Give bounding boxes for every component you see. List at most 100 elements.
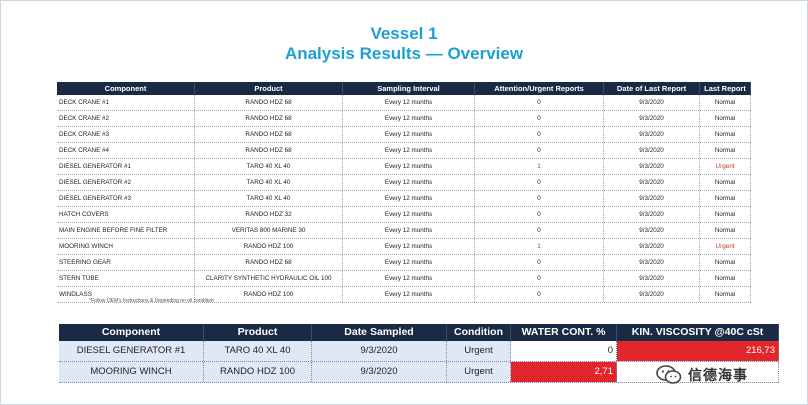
row-cell-component: DIESEL GENERATOR #2 (57, 175, 195, 190)
row-cell-component: MAIN ENGINE BEFORE FINE FILTER (57, 223, 195, 238)
analysis-table-header: Component Product Sampling Interval Atte… (57, 82, 751, 95)
row-cell-product: RANDO HDZ 68 (195, 255, 343, 270)
summary-cell-condition: Urgent (447, 362, 511, 382)
column-header-sampling-interval: Sampling Interval (343, 82, 475, 95)
summary-cell-component: MOORING WINCH (59, 362, 204, 382)
summary-cell-condition: Urgent (447, 341, 511, 361)
column-header-product: Product (195, 82, 343, 95)
summary-header-product: Product (204, 324, 312, 341)
row-cell-product: RANDO HDZ 68 (195, 111, 343, 126)
row-cell-reports: 0 (475, 271, 604, 286)
row-cell-reports: 0 (475, 95, 604, 110)
row-cell-component: STEERING GEAR (57, 255, 195, 270)
row-cell-last-report: Normal (700, 255, 751, 270)
row-cell-component: MOORING WINCH (57, 239, 195, 254)
row-cell-product: RANDO HDZ 100 (195, 287, 343, 302)
table-row: DIESEL GENERATOR #3 TARO 40 XL 40 Every 12… (57, 191, 751, 207)
row-cell-component: DECK CRANE #4 (57, 143, 195, 158)
table-row: DECK CRANE #1 RANDO HDZ 68 Every 12 months… (57, 95, 751, 111)
watermark-text: 信德海事 (688, 368, 748, 384)
footnote: *Follow OEM's Instructions & Depending o… (89, 298, 214, 304)
summary-cell-date: 9/3/2020 (312, 341, 447, 361)
row-cell-last-report: Urgent (700, 159, 751, 174)
row-cell-product: TARO 40 XL 40 (195, 159, 343, 174)
row-cell-last-report: Normal (700, 207, 751, 222)
row-cell-reports: 0 (475, 111, 604, 126)
row-cell-date: 9/3/2020 (604, 239, 700, 254)
summary-cell-component: DIESEL GENERATOR #1 (59, 341, 204, 361)
row-cell-date: 9/3/2020 (604, 191, 700, 206)
summary-header-kinematic-viscosity: KIN. VISCOSITY @40C cSt (617, 324, 779, 341)
row-cell-component: DECK CRANE #2 (57, 111, 195, 126)
wechat-icon (656, 365, 682, 384)
row-cell-interval: Every 12 months (343, 191, 475, 206)
row-cell-product: TARO 40 XL 40 (195, 191, 343, 206)
row-cell-product: VERITAS 800 MARINE 30 (195, 223, 343, 238)
summary-table-header: Component Product Date Sampled Condition… (59, 324, 779, 341)
row-cell-date: 9/3/2020 (604, 95, 700, 110)
table-row: HATCH COVERS RANDO HDZ 32 Every 12 months 0… (57, 207, 751, 223)
row-cell-reports: 0 (475, 255, 604, 270)
row-cell-reports: 0 (475, 175, 604, 190)
column-header-component: Component (57, 82, 195, 95)
column-header-last-report-date: Date of Last Report (604, 82, 700, 95)
row-cell-interval: Every 12 months (343, 159, 475, 174)
row-cell-last-report: Normal (700, 175, 751, 190)
row-cell-component: HATCH COVERS (57, 207, 195, 222)
summary-cell-viscosity: 216,73 (617, 341, 779, 361)
row-cell-product: RANDO HDZ 32 (195, 207, 343, 222)
summary-header-condition: Condition (447, 324, 511, 341)
row-cell-date: 9/3/2020 (604, 143, 700, 158)
summary-cell-product: RANDO HDZ 100 (204, 362, 312, 382)
row-cell-last-report: Normal (700, 191, 751, 206)
row-cell-date: 9/3/2020 (604, 175, 700, 190)
row-cell-interval: Every 12 months (343, 111, 475, 126)
row-cell-component: DECK CRANE #3 (57, 127, 195, 142)
summary-cell-date: 9/3/2020 (312, 362, 447, 382)
row-cell-reports: 0 (475, 207, 604, 222)
row-cell-last-report: Normal (700, 223, 751, 238)
row-cell-reports: 0 (475, 191, 604, 206)
row-cell-interval: Every 12 months (343, 239, 475, 254)
row-cell-last-report: Normal (700, 111, 751, 126)
table-row: DECK CRANE #3 RANDO HDZ 68 Every 12 months… (57, 127, 751, 143)
table-row: WINDLASS RANDO HDZ 100 Every 12 months 0 9/3… (57, 287, 751, 303)
row-cell-product: TARO 40 XL 40 (195, 175, 343, 190)
row-cell-product: CLARITY SYNTHETIC HYDRAULIC OIL 100 (195, 271, 343, 286)
column-header-last-report: Last Report (700, 82, 751, 95)
summary-row: DIESEL GENERATOR #1 TARO 40 XL 40 9/3/20… (59, 341, 779, 362)
summary-header-component: Component (59, 324, 204, 341)
row-cell-component: DIESEL GENERATOR #1 (57, 159, 195, 174)
urgent-summary-table: Component Product Date Sampled Condition… (59, 324, 779, 383)
row-cell-date: 9/3/2020 (604, 127, 700, 142)
row-cell-date: 9/3/2020 (604, 287, 700, 302)
row-cell-interval: Every 12 months (343, 271, 475, 286)
table-row: DECK CRANE #4 RANDO HDZ 68 Every 12 months… (57, 143, 751, 159)
row-cell-interval: Every 12 months (343, 143, 475, 158)
row-cell-product: RANDO HDZ 68 (195, 143, 343, 158)
row-cell-date: 9/3/2020 (604, 207, 700, 222)
row-cell-date: 9/3/2020 (604, 223, 700, 238)
summary-cell-water: 0 (511, 341, 617, 361)
column-header-attention-reports: Attention/Urgent Reports (475, 82, 604, 95)
page-title: Vessel 1 (370, 24, 438, 43)
summary-cell-viscosity (617, 362, 779, 382)
summary-header-water-content: WATER CONT. % (511, 324, 617, 341)
row-cell-reports: 0 (475, 143, 604, 158)
row-cell-reports: 1 (475, 159, 604, 174)
row-cell-date: 9/3/2020 (604, 255, 700, 270)
row-cell-date: 9/3/2020 (604, 271, 700, 286)
row-cell-interval: Every 12 months (343, 175, 475, 190)
row-cell-component: DIESEL GENERATOR #3 (57, 191, 195, 206)
row-cell-last-report: Normal (700, 143, 751, 158)
summary-cell-water: 2,71 (511, 362, 617, 382)
row-cell-component: STERN TUBE (57, 271, 195, 286)
summary-header-date-sampled: Date Sampled (312, 324, 447, 341)
summary-cell-product: TARO 40 XL 40 (204, 341, 312, 361)
row-cell-reports: 0 (475, 127, 604, 142)
summary-row: MOORING WINCH RANDO HDZ 100 9/3/2020 Urg… (59, 362, 779, 383)
row-cell-interval: Every 12 months (343, 127, 475, 142)
row-cell-interval: Every 12 months (343, 95, 475, 110)
table-row: STERN TUBE CLARITY SYNTHETIC HYDRAULIC OI… (57, 271, 751, 287)
row-cell-product: RANDO HDZ 100 (195, 239, 343, 254)
